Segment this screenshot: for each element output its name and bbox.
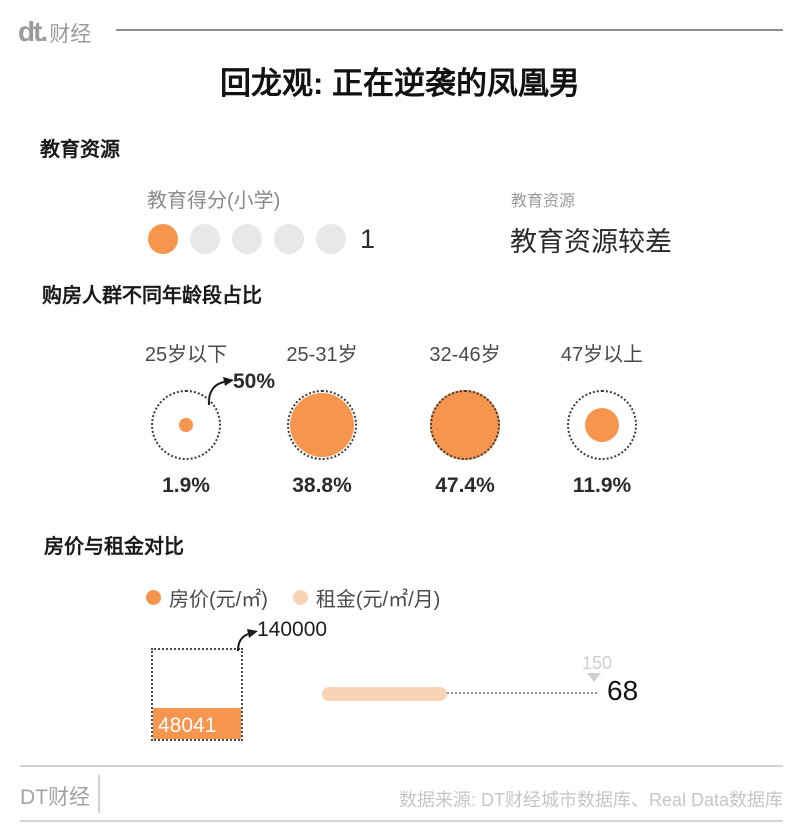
bubble-chart-icon [151,390,221,460]
rent-value: 68 [607,675,639,706]
price-axis-max-label: 140000 [257,618,328,641]
curved-arrow-icon [237,629,258,652]
age-group-over-47: 47岁以上 11.9% [532,338,672,508]
price-legend-label: 房价(元/㎡) [169,589,268,611]
brand-logo: dt. 财经 [18,16,91,48]
price-value: 48041 [158,714,217,737]
age-group-value: 38.8% [292,474,352,497]
age-group-25-31: 25-31岁 38.8% [252,338,392,508]
education-section-title: 教育资源 [40,139,120,161]
education-summary-label: 教育资源 [511,193,576,210]
education-score-rating [148,224,346,254]
bubble-chart-icon [567,390,637,460]
price-legend-dot-icon [146,590,161,605]
bubble-chart-icon [287,390,357,460]
rent-legend-label: 租金(元/㎡/月) [315,589,441,611]
header-divider-line [116,29,783,31]
brand-logo-text: 财经 [49,23,92,46]
rating-dot-empty-icon [232,224,262,254]
rent-gauge-track [447,692,597,694]
age-group-label: 25岁以下 [144,344,228,366]
education-score-value: 1 [360,224,376,254]
rating-dot-empty-icon [274,224,304,254]
education-score-label: 教育得分(小学) [147,190,281,212]
triangle-down-icon [587,673,601,682]
reference-circle-label: 50% [233,370,276,393]
age-group-value: 47.4% [435,474,495,497]
age-group-value: 1.9% [162,474,210,497]
age-group-32-46: 32-46岁 47.4% [395,338,535,508]
age-group-value: 11.9% [572,474,632,497]
education-summary-text: 教育资源较差 [510,227,672,257]
footer-bottom-line [20,820,783,822]
bubble-reference-ring [287,390,357,460]
bubble-chart-icon [430,390,500,460]
age-group-label: 32-46岁 [429,344,501,366]
age-group-label: 25-31岁 [286,344,358,366]
rent-legend-dot-icon [292,590,308,605]
bubble-reference-ring [151,390,221,460]
footer-brand: DT财经 [20,786,90,809]
rating-dot-filled-icon [148,224,178,254]
chart-legend: 房价(元/㎡) 租金(元/㎡/月) [146,583,440,612]
dt-logo-icon: dt. [18,16,48,47]
rating-dot-empty-icon [190,224,220,254]
footer-divider-line [98,775,100,813]
price-gauge: 48041 [151,648,243,741]
rent-axis-max-label: 150 [581,653,613,673]
price-gauge-fill: 48041 [153,708,241,739]
age-group-under-25: 25岁以下 1.9% [116,338,256,508]
footer-top-line [20,765,783,767]
price-rent-section-title: 房价与租金对比 [44,536,184,558]
page-title: 回龙观: 正在逆袭的凤凰男 [220,66,580,101]
data-source-text: 数据来源: DT财经城市数据库、Real Data数据库 [398,790,783,810]
age-group-label: 47岁以上 [560,344,644,366]
bubble-reference-ring [430,390,500,460]
bubble-reference-ring [567,390,637,460]
rating-dot-empty-icon [316,224,346,254]
rent-gauge-fill [322,687,447,701]
age-section-title: 购房人群不同年龄段占比 [42,285,262,307]
